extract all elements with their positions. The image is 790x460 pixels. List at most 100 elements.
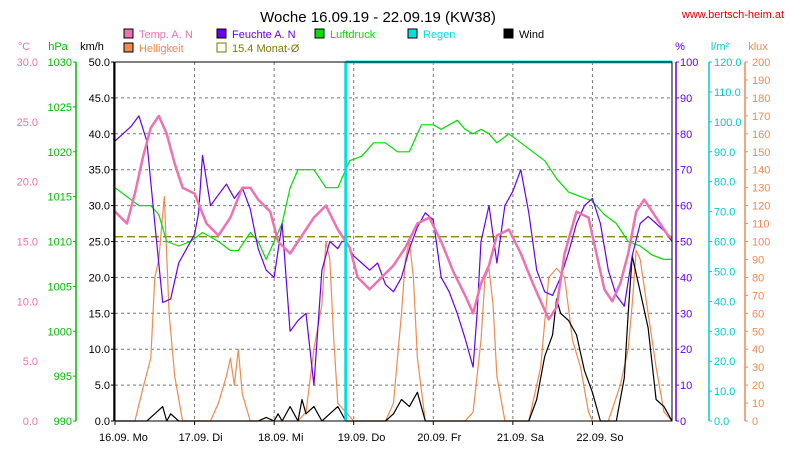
wind-tick-label: 0.0 [95, 416, 110, 428]
series-feuchte-a-n [114, 115, 673, 386]
pressure-tick-label: 1025 [48, 102, 72, 114]
wind-tick-label: 50.0 [89, 57, 110, 69]
humidity-tick-label: 0 [680, 416, 686, 428]
lux-tick-label: 70 [752, 290, 764, 302]
rain-tick-label: 40.0 [714, 296, 735, 308]
wind-tick-label: 10.0 [89, 344, 110, 356]
lux-axis-unit: klux [748, 41, 768, 53]
legend-swatch [407, 28, 418, 39]
series-helligkeit [115, 196, 673, 422]
pressure-tick-label: 1020 [48, 147, 72, 159]
x-tick-label: 20.09. Fr [417, 432, 461, 444]
lux-tick-label: 30 [752, 362, 764, 374]
plot-border [114, 61, 673, 422]
lux-tick-label: 60 [752, 308, 764, 320]
rain-tick-label: 20.0 [714, 356, 735, 368]
lux-tick-label: 190 [752, 75, 770, 87]
wind-tick-label: 45.0 [89, 93, 110, 105]
lux-tick-label: 90 [752, 254, 764, 266]
lux-tick-label: 170 [752, 111, 770, 123]
humidity-axis-unit: % [675, 41, 685, 53]
lux-tick-label: 40 [752, 344, 764, 356]
x-tick-label: 17.09. Di [179, 432, 223, 444]
chart-title: Woche 16.09.19 - 22.09.19 (KW38) [260, 9, 496, 26]
series-temp-a-n [114, 114, 673, 321]
legend: Temp. A. N Feuchte A. N Luftdruck Regen Wind… [123, 28, 544, 55]
legend-swatch [123, 42, 134, 53]
pressure-tick-label: 995 [54, 371, 72, 383]
lux-tick-label: 150 [752, 147, 770, 159]
pressure-tick-label: 1010 [48, 237, 72, 249]
humidity-tick-label: 20 [680, 344, 692, 356]
humidity-tick-label: 100 [680, 57, 698, 69]
humidity-tick-label: 80 [680, 129, 692, 141]
lux-tick-label: 50 [752, 326, 764, 338]
wind-tick-label: 15.0 [89, 308, 110, 320]
temp-tick-label: 5.0 [23, 356, 38, 368]
lux-tick-label: 80 [752, 272, 764, 284]
rain-tick-label: 80.0 [714, 177, 735, 189]
rain-tick-label: 70.0 [714, 207, 735, 219]
pressure-axis-unit: hPa [48, 41, 68, 53]
x-tick-label: 16.09. Mo [99, 432, 148, 444]
grid [115, 62, 672, 421]
humidity-tick-label: 60 [680, 201, 692, 213]
pressure-tick-label: 1015 [48, 192, 72, 204]
lux-tick-label: 140 [752, 165, 770, 177]
rain-tick-label: 110.0 [714, 87, 741, 99]
humidity-tick-label: 50 [680, 237, 692, 249]
website-label: www.bertsch-heim.at [681, 9, 784, 21]
rain-tick-label: 10.0 [714, 386, 735, 398]
temp-tick-label: 10.0 [17, 296, 38, 308]
temp-axis-unit: °C [18, 41, 30, 53]
legend-label: Helligkeit [139, 43, 184, 55]
legend-swatch [503, 28, 514, 39]
rain-tick-label: 100.0 [714, 117, 742, 129]
legend-label: Regen [423, 29, 455, 41]
lux-tick-label: 10 [752, 398, 764, 410]
legend-label: Temp. A. N [139, 29, 193, 41]
wind-tick-label: 5.0 [95, 380, 110, 392]
wind-tick-label: 20.0 [89, 272, 110, 284]
legend-label: 15.4 Monat-Ø [232, 43, 300, 55]
pressure-tick-label: 990 [54, 416, 72, 428]
lux-tick-label: 160 [752, 129, 770, 141]
series-luftdruck [114, 119, 672, 260]
legend-swatch [123, 28, 134, 39]
x-tick-label: 21.09. Sa [497, 432, 545, 444]
plot-frame [114, 61, 673, 422]
temp-tick-label: 25.0 [17, 117, 38, 129]
humidity-tick-label: 70 [680, 165, 692, 177]
wind-axis-unit: km/h [80, 41, 104, 53]
temp-tick-label: 30.0 [17, 57, 38, 69]
x-tick-label: 22.09. So [576, 432, 623, 444]
wind-tick-label: 25.0 [89, 237, 110, 249]
lux-tick-label: 0 [752, 416, 758, 428]
legend-label: Luftdruck [330, 29, 376, 41]
lux-tick-label: 180 [752, 93, 770, 105]
lux-tick-label: 200 [752, 57, 770, 69]
axes: °C0.05.010.015.020.025.030.0hPa990995100… [17, 41, 771, 444]
wind-tick-label: 40.0 [89, 129, 110, 141]
series-wind [115, 255, 673, 422]
rain-axis-unit: l/m² [711, 41, 730, 53]
x-tick-label: 18.09. Mi [258, 432, 303, 444]
temp-tick-label: 20.0 [17, 177, 38, 189]
legend-swatch [216, 28, 227, 39]
rain-tick-label: 120.0 [714, 57, 742, 69]
humidity-tick-label: 90 [680, 93, 692, 105]
wind-tick-label: 35.0 [89, 165, 110, 177]
humidity-tick-label: 30 [680, 308, 692, 320]
lux-tick-label: 110 [752, 219, 770, 231]
x-tick-label: 19.09. Do [338, 432, 386, 444]
rain-tick-label: 50.0 [714, 266, 735, 278]
rain-tick-label: 30.0 [714, 326, 735, 338]
rain-tick-label: 90.0 [714, 147, 735, 159]
humidity-tick-label: 40 [680, 272, 692, 284]
lux-tick-label: 130 [752, 183, 770, 195]
lux-tick-label: 120 [752, 201, 770, 213]
legend-swatch [216, 42, 227, 53]
wind-tick-label: 30.0 [89, 201, 110, 213]
legend-label: Wind [519, 29, 544, 41]
